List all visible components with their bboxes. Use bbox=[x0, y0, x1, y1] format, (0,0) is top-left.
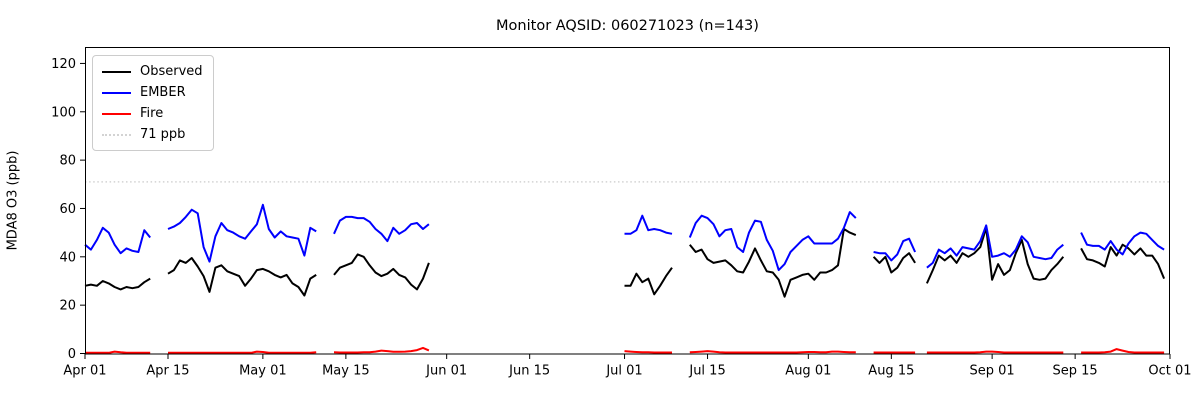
x-tick-label: Jun 15 bbox=[508, 364, 550, 379]
legend-item-71-ppb: 71 ppb bbox=[102, 124, 203, 145]
legend-item-ember: EMBER bbox=[102, 82, 203, 103]
x-tick-label: May 01 bbox=[239, 364, 287, 379]
x-tick-label: Oct 01 bbox=[1148, 364, 1191, 379]
chart-title: Monitor AQSID: 060271023 (n=143) bbox=[496, 18, 759, 34]
x-tick-label: Jul 01 bbox=[605, 364, 642, 379]
legend-line-sample-ember bbox=[102, 91, 131, 94]
legend-line-sample-observed bbox=[102, 70, 131, 73]
legend-label: EMBER bbox=[140, 85, 186, 100]
x-tick-label: May 15 bbox=[322, 364, 370, 379]
x-tick-label: Apr 01 bbox=[63, 364, 106, 379]
legend: Observed EMBER Fire 71 ppb bbox=[92, 55, 214, 151]
y-tick-label: 60 bbox=[59, 202, 76, 217]
legend-item-fire: Fire bbox=[102, 103, 203, 124]
y-tick-label: 120 bbox=[51, 57, 76, 72]
y-tick-label: 0 bbox=[68, 347, 76, 362]
y-tick-label: 80 bbox=[59, 154, 76, 169]
x-tick-label: Aug 15 bbox=[868, 364, 914, 379]
legend-label: Observed bbox=[140, 64, 203, 79]
y-tick-label: 40 bbox=[59, 250, 76, 265]
series-line-ember bbox=[84, 203, 1165, 272]
legend-label: Fire bbox=[140, 106, 164, 121]
y-tick-label: 20 bbox=[59, 299, 76, 314]
x-tick-label: Jun 01 bbox=[425, 364, 467, 379]
x-tick-label: Jul 15 bbox=[688, 364, 725, 379]
axes-spines bbox=[85, 47, 1170, 355]
legend-line-sample-71-ppb bbox=[102, 133, 131, 136]
x-tick-label: Sep 01 bbox=[970, 364, 1015, 379]
x-tick-label: Sep 15 bbox=[1053, 364, 1098, 379]
y-tick-label: 100 bbox=[51, 105, 76, 120]
x-tick-label: Aug 01 bbox=[785, 364, 831, 379]
y-axis-ticks: 0 20 40 60 80 100 120 bbox=[51, 57, 86, 362]
series-line-fire bbox=[85, 346, 1165, 354]
legend-label: 71 ppb bbox=[140, 127, 186, 142]
series-line-observed bbox=[84, 226, 1166, 298]
x-tick-label: Apr 15 bbox=[146, 364, 189, 379]
x-axis-ticks: Apr 01 Apr 15 May 01 May 15 Jun 01 Jun 15 Jul … bbox=[63, 354, 1192, 379]
legend-item-observed: Observed bbox=[102, 61, 203, 82]
legend-line-sample-fire bbox=[102, 112, 131, 115]
